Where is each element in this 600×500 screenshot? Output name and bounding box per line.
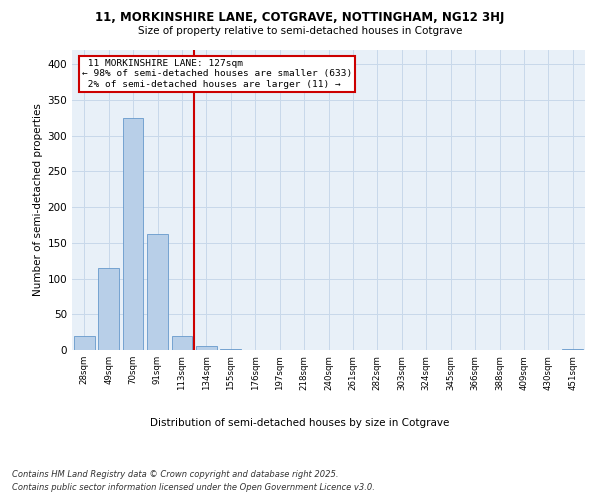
Bar xyxy=(147,234,168,350)
Text: Contains public sector information licensed under the Open Government Licence v3: Contains public sector information licen… xyxy=(12,482,375,492)
Text: Contains HM Land Registry data © Crown copyright and database right 2025.: Contains HM Land Registry data © Crown c… xyxy=(12,470,338,479)
Bar xyxy=(98,268,119,350)
Text: 11 MORKINSHIRE LANE: 127sqm
← 98% of semi-detached houses are smaller (633)
 2% : 11 MORKINSHIRE LANE: 127sqm ← 98% of sem… xyxy=(82,59,353,89)
Text: Size of property relative to semi-detached houses in Cotgrave: Size of property relative to semi-detach… xyxy=(138,26,462,36)
Y-axis label: Number of semi-detached properties: Number of semi-detached properties xyxy=(33,104,43,296)
Bar xyxy=(74,336,95,350)
Text: 11, MORKINSHIRE LANE, COTGRAVE, NOTTINGHAM, NG12 3HJ: 11, MORKINSHIRE LANE, COTGRAVE, NOTTINGH… xyxy=(95,11,505,24)
Bar xyxy=(172,336,193,350)
Text: Distribution of semi-detached houses by size in Cotgrave: Distribution of semi-detached houses by … xyxy=(151,418,449,428)
Bar xyxy=(196,346,217,350)
Bar xyxy=(122,118,143,350)
